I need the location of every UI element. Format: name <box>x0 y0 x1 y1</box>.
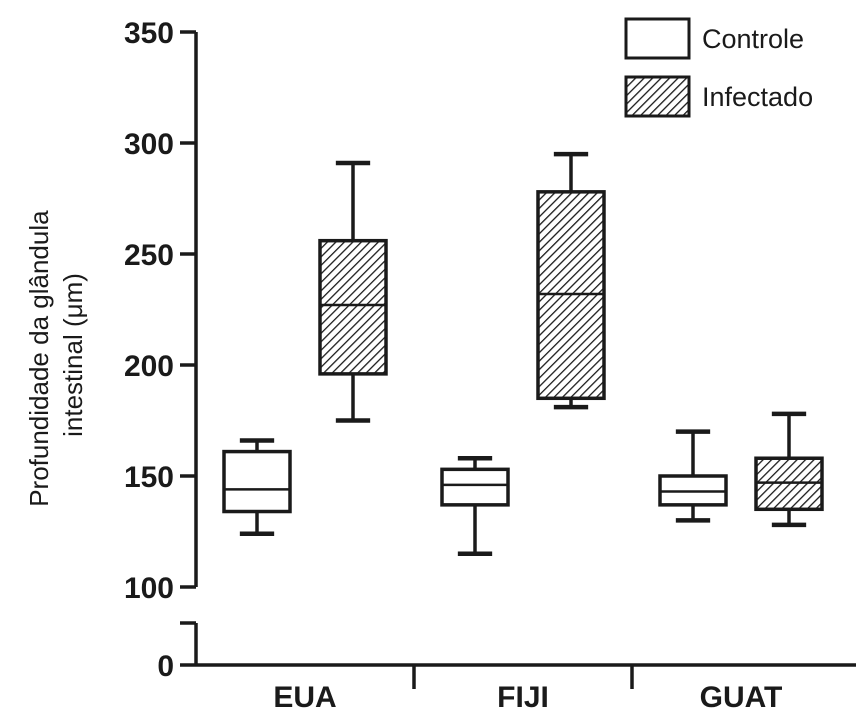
legend-swatch-infectado <box>624 75 691 118</box>
y-tick-label-zero: 0 <box>157 650 174 683</box>
legend-label-infectado: Infectado <box>702 82 813 112</box>
y-tick-label: 300 <box>124 128 174 161</box>
box-iqr <box>222 449 292 514</box>
y-tick-label: 200 <box>124 350 174 383</box>
box-plot-series <box>222 151 824 556</box>
y-axis-title-line-2: intestinal (μm) <box>58 273 88 437</box>
y-tick-label: 350 <box>124 17 174 50</box>
y-tick-label: 250 <box>124 239 174 272</box>
x-category-label: EUA <box>273 681 336 714</box>
chart-axes: 100 150 200 250 300 350 0 EUA FIJI GUAT <box>124 17 856 714</box>
y-tick-label: 150 <box>124 461 174 494</box>
box-iqr <box>318 238 388 376</box>
box-infectado-fiji <box>536 151 606 410</box>
x-category-label: FIJI <box>497 681 549 714</box>
x-category-label: GUAT <box>700 681 783 714</box>
box-iqr <box>440 467 510 507</box>
box-controle-eua <box>222 438 292 536</box>
legend: Controle Infectado <box>624 17 813 118</box>
box-controle-guat <box>658 429 728 523</box>
legend-label-controle: Controle <box>702 24 804 54</box>
y-tick-label: 100 <box>124 572 174 605</box>
y-axis-title-line-1: Profundidade da glândula <box>24 210 54 507</box>
box-infectado-guat <box>754 411 824 528</box>
y-axis-title: Profundidade da glândula intestinal (μm) <box>24 203 88 507</box>
box-controle-fiji <box>440 455 510 556</box>
box-infectado-eua <box>318 160 388 423</box>
legend-swatch-controle <box>624 17 691 60</box>
